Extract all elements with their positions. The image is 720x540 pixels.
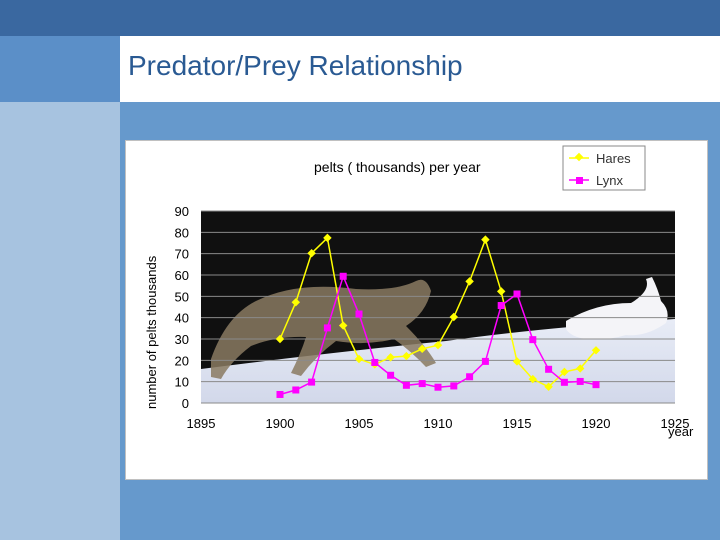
data-point-lynx [418, 380, 426, 388]
data-point-hares [575, 364, 585, 373]
data-point-lynx [276, 390, 284, 398]
data-point-lynx [529, 336, 537, 344]
data-point-lynx [323, 324, 331, 332]
x-tick-label: 1910 [424, 416, 453, 431]
y-tick-label: 70 [175, 247, 189, 262]
data-point-lynx [576, 377, 584, 385]
y-tick-label: 10 [175, 375, 189, 390]
y-axis-label: number of pelts thousands [144, 255, 159, 409]
data-point-lynx [497, 302, 505, 310]
chart-svg: 0 10 20 30 40 50 60 70 80 90 1895 1900 1905 1910 1915… [144, 145, 694, 439]
x-tick-label: 1925 [661, 416, 690, 431]
data-point-hares [417, 344, 427, 354]
y-tick-label: 0 [182, 396, 189, 411]
data-point-hares [496, 287, 506, 296]
legend-hares-label: Hares [596, 151, 631, 166]
x-axis-label: year [668, 424, 694, 439]
data-point-lynx [466, 373, 474, 381]
chart: 0 10 20 30 40 50 60 70 80 90 1895 1900 1905 1910 1915… [125, 140, 708, 480]
legend: Hares Lynx [562, 145, 646, 191]
data-point-hares [465, 277, 474, 286]
y-tick-label: 40 [175, 311, 189, 326]
data-point-lynx [371, 358, 379, 366]
x-tick-label: 1900 [266, 416, 295, 431]
chart-title: pelts ( thousands) per year [314, 159, 481, 175]
data-point-hares [433, 340, 443, 350]
lynx-image [211, 279, 436, 379]
hare-image [566, 277, 668, 340]
y-axis-ticks: 0 10 20 30 40 50 60 70 80 90 [175, 204, 189, 411]
data-point-hares [307, 248, 316, 258]
y-tick-label: 80 [175, 225, 189, 240]
data-point-lynx [434, 383, 442, 391]
data-point-hares [275, 334, 285, 344]
data-point-lynx [292, 386, 300, 394]
left-bar [0, 36, 120, 540]
data-point-hares [449, 312, 459, 322]
y-tick-label: 20 [175, 353, 189, 368]
data-point-hares [512, 357, 522, 366]
data-point-hares [402, 351, 411, 361]
data-point-lynx [560, 378, 568, 386]
data-point-hares [323, 233, 332, 243]
data-point-hares [544, 382, 553, 392]
data-point-lynx [387, 371, 395, 379]
data-point-lynx [308, 378, 316, 386]
slide-title: Predator/Prey Relationship [128, 50, 463, 81]
y-tick-label: 30 [175, 332, 189, 347]
legend-lynx-marker [576, 177, 583, 184]
data-point-lynx [481, 357, 489, 365]
x-tick-label: 1915 [503, 416, 532, 431]
data-point-hares [591, 346, 601, 355]
data-point-lynx [513, 290, 521, 298]
data-point-hares [386, 353, 395, 362]
title-bar [120, 36, 720, 102]
left-band [0, 36, 120, 102]
data-point-lynx [545, 365, 553, 373]
x-axis-ticks: 1895 1900 1905 1910 1915 1920 1925 [187, 416, 690, 431]
data-point-hares [338, 321, 348, 330]
top-bar [0, 0, 720, 36]
data-point-hares [354, 354, 364, 364]
data-point-lynx [450, 382, 458, 390]
series-layer [275, 233, 601, 398]
plot-background [201, 211, 675, 403]
legend-lynx-label: Lynx [596, 173, 623, 188]
y-tick-label: 90 [175, 204, 189, 219]
data-point-lynx [402, 381, 410, 389]
data-point-lynx [355, 310, 363, 318]
data-point-hares [291, 298, 301, 307]
x-tick-label: 1895 [187, 416, 216, 431]
x-tick-label: 1920 [582, 416, 611, 431]
data-point-lynx [592, 381, 600, 389]
y-tick-label: 50 [175, 289, 189, 304]
data-point-lynx [339, 272, 347, 280]
x-tick-label: 1905 [345, 416, 374, 431]
data-point-hares [481, 235, 490, 244]
y-tick-label: 60 [175, 268, 189, 283]
data-point-hares [560, 367, 569, 377]
